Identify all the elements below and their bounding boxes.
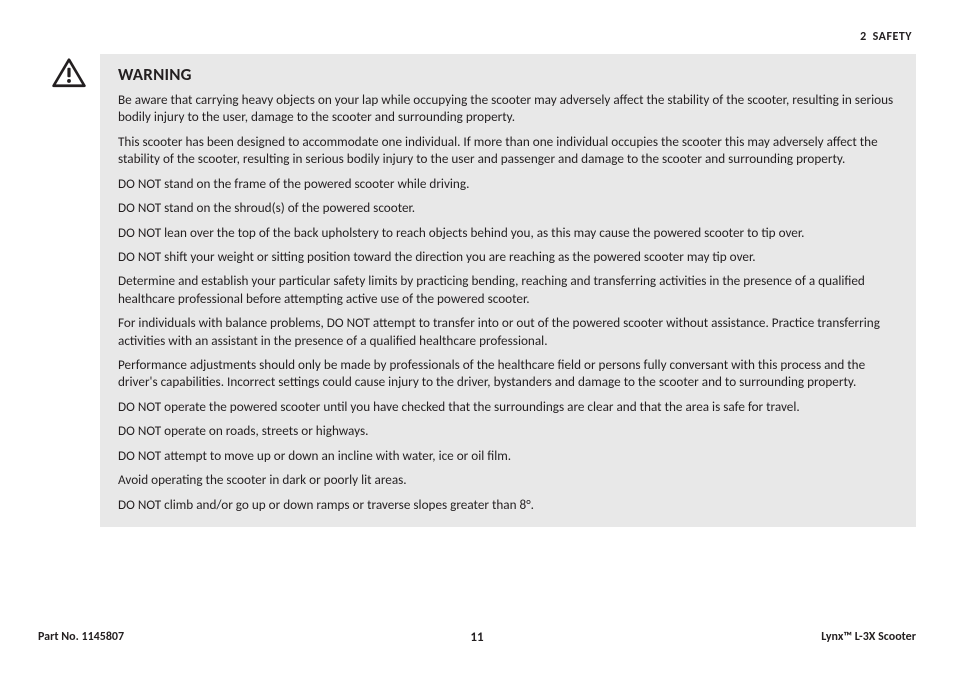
warning-paragraph: DO NOT shift your weight or sitting posi… [118,248,898,265]
warning-paragraph: For individuals with balance problems, D… [118,314,898,349]
warning-paragraph: DO NOT operate on roads, streets or high… [118,422,898,439]
warning-paragraph: Avoid operating the scooter in dark or p… [118,471,898,488]
warning-box: WARNING Be aware that carrying heavy obj… [100,54,916,527]
warning-triangle-icon [52,58,86,88]
warning-paragraph: Determine and establish your particular … [118,272,898,307]
warning-paragraph-list: Be aware that carrying heavy objects on … [118,91,898,513]
warning-paragraph: Performance adjustments should only be m… [118,356,898,391]
warning-paragraph: DO NOT operate the powered scooter until… [118,398,898,415]
warning-icon-column [38,54,100,88]
section-title: SAFETY [873,30,912,44]
warning-paragraph: DO NOT attempt to move up or down an inc… [118,447,898,464]
warning-paragraph: DO NOT climb and/or go up or down ramps … [118,496,898,513]
warning-paragraph: This scooter has been designed to accomm… [118,133,898,168]
manual-page: 2 SAFETY WARNING Be aware that carrying h… [0,0,954,674]
warning-title: WARNING [118,64,898,85]
part-number: Part No. 1145807 [38,630,124,644]
warning-paragraph: DO NOT stand on the shroud(s) of the pow… [118,199,898,216]
section-header: 2 SAFETY [38,30,916,44]
page-footer: 11 Part No. 1145807 Lynx™ L-3X Scooter [38,630,916,644]
warning-row: WARNING Be aware that carrying heavy obj… [38,54,916,527]
warning-paragraph: DO NOT stand on the frame of the powered… [118,175,898,192]
page-number: 11 [38,630,916,645]
warning-paragraph: DO NOT lean over the top of the back uph… [118,224,898,241]
section-number: 2 [860,30,867,44]
warning-paragraph: Be aware that carrying heavy objects on … [118,91,898,126]
product-name: Lynx™ L-3X Scooter [821,630,916,644]
